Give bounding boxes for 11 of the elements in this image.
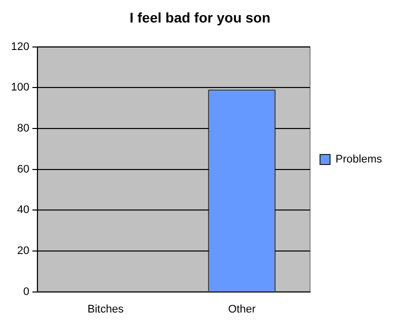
y-tick-label: 120: [10, 40, 30, 53]
y-tick-label: 40: [17, 204, 30, 216]
legend-label: Problems: [336, 154, 382, 166]
y-tick-label: 20: [17, 245, 30, 257]
y-tick-label: 100: [10, 82, 30, 94]
x-tick-label: Bitches: [87, 303, 124, 316]
chart-title: I feel bad for you son: [130, 9, 270, 26]
y-tick-label: 0: [23, 286, 30, 298]
y-tick-label: 80: [17, 122, 30, 134]
y-tick-label: 60: [17, 163, 30, 176]
x-tick-label: Other: [228, 303, 256, 316]
